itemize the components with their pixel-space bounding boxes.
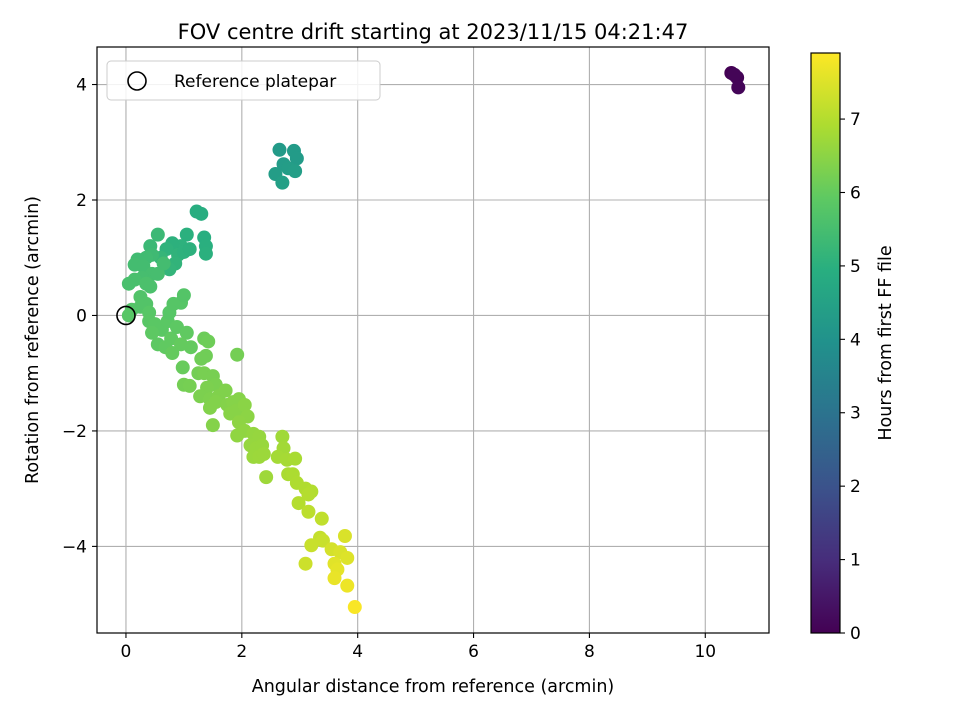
colorbar-tick-label: 2 — [850, 477, 861, 497]
data-point — [304, 538, 319, 553]
data-point — [198, 246, 213, 261]
data-point — [179, 325, 194, 340]
data-point — [201, 334, 216, 349]
data-point — [301, 487, 316, 502]
data-point — [314, 511, 329, 526]
data-point — [298, 556, 313, 571]
x-tick-label: 10 — [694, 642, 716, 662]
data-point — [194, 351, 209, 366]
data-point — [150, 266, 165, 281]
data-point — [301, 504, 316, 519]
plot-frame — [96, 46, 770, 634]
legend: Reference platepar — [106, 60, 381, 101]
data-point — [340, 550, 355, 565]
data-point — [121, 308, 136, 323]
data-point — [291, 496, 306, 511]
data-point — [256, 447, 271, 462]
data-point — [121, 276, 136, 291]
chart-title: FOV centre drift starting at 2023/11/15 … — [178, 20, 689, 44]
data-point — [143, 279, 158, 294]
data-point — [347, 600, 362, 615]
data-point — [205, 418, 220, 433]
colorbar-label: Hours from first FF file — [876, 245, 896, 440]
colorbar-tick-label: 3 — [850, 404, 861, 424]
y-tick-label: 2 — [76, 191, 87, 211]
y-axis-label: Rotation from reference (arcmin) — [23, 196, 43, 484]
data-point — [194, 206, 209, 221]
colorbar-tick-label: 1 — [850, 551, 861, 571]
x-axis-label: Angular distance from reference (arcmin) — [252, 677, 615, 697]
y-axis-ticks: −4 −2 0 2 4 — [62, 76, 97, 557]
legend-entry-reference: Reference platepar — [174, 72, 336, 92]
colorbar-tick-label: 4 — [850, 330, 861, 350]
data-point — [174, 337, 188, 352]
data-point — [156, 256, 171, 271]
data-point — [259, 470, 274, 485]
reference-platepar-marker — [116, 305, 136, 326]
colorbar-tick-label: 0 — [850, 624, 861, 644]
y-tick-label: 0 — [76, 306, 87, 326]
colorbar: 0 1 2 3 4 5 6 7 Hours from first FF file — [810, 52, 896, 644]
x-tick-label: 0 — [121, 642, 132, 662]
data-point — [340, 578, 355, 593]
colorbar-tick-label: 7 — [850, 110, 861, 130]
data-point — [315, 533, 330, 548]
colorbar-tick-label: 6 — [850, 183, 861, 203]
x-tick-label: 8 — [584, 642, 595, 662]
legend-box — [106, 60, 381, 101]
y-tick-label: −2 — [62, 422, 87, 442]
y-tick-label: 4 — [76, 76, 87, 96]
data-point — [208, 395, 223, 410]
data-point — [165, 345, 180, 360]
colorbar-ticks: 0 1 2 3 4 5 6 7 — [840, 110, 861, 644]
data-point — [289, 151, 304, 166]
colorbar-tick-label: 5 — [850, 257, 861, 277]
data-point — [727, 67, 742, 82]
data-point — [272, 142, 287, 157]
data-point — [288, 451, 303, 466]
data-points — [121, 65, 746, 615]
data-point — [182, 378, 197, 393]
data-point — [150, 227, 165, 242]
data-point — [218, 383, 233, 398]
data-point — [176, 288, 191, 303]
x-tick-label: 4 — [352, 642, 363, 662]
x-axis-ticks: 0 2 4 6 8 10 — [121, 633, 716, 662]
data-point — [337, 529, 352, 544]
data-point — [731, 80, 746, 95]
data-point — [275, 175, 290, 190]
data-point — [275, 429, 290, 444]
data-point — [230, 347, 245, 362]
data-point — [327, 571, 342, 586]
data-point — [179, 227, 194, 242]
y-tick-label: −4 — [62, 537, 87, 557]
data-point — [175, 360, 190, 375]
data-point — [288, 164, 303, 179]
x-tick-label: 2 — [236, 642, 247, 662]
data-point — [182, 242, 197, 257]
colorbar-gradient — [810, 52, 841, 634]
legend-marker-icon — [127, 71, 147, 91]
data-point — [145, 325, 160, 340]
x-tick-label: 6 — [468, 642, 479, 662]
data-point — [237, 397, 252, 412]
